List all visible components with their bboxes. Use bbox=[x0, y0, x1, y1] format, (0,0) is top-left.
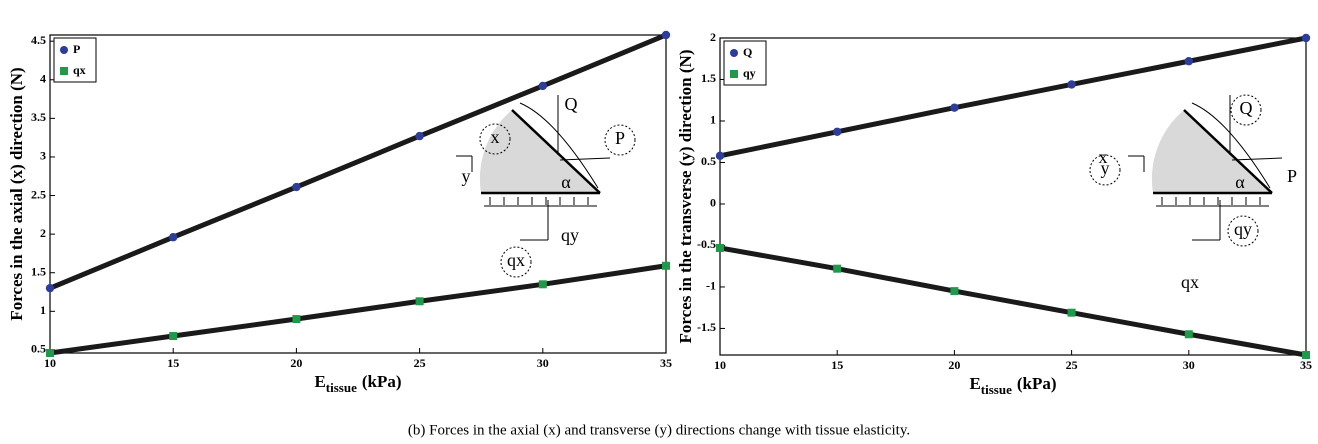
series-line bbox=[720, 248, 1306, 355]
inset-label: α bbox=[1235, 172, 1245, 192]
data-point bbox=[1302, 351, 1310, 359]
inset-label: x bbox=[491, 127, 500, 147]
x-tick-label: 30 bbox=[537, 356, 549, 370]
x-axis-label: Etissue (kPa) bbox=[969, 374, 1056, 397]
inset-label: qy bbox=[561, 225, 579, 245]
y-tick-label: 2 bbox=[710, 30, 716, 44]
data-point bbox=[539, 280, 547, 288]
series-line bbox=[50, 266, 666, 353]
y-tick-label: 1.5 bbox=[31, 264, 46, 278]
data-point bbox=[1185, 57, 1193, 65]
data-point bbox=[169, 332, 177, 340]
x-tick-label: 25 bbox=[414, 356, 426, 370]
y-axis-label: Forces in the transverse (y) direction (… bbox=[676, 50, 695, 344]
data-point bbox=[46, 349, 54, 357]
x-tick-label: 35 bbox=[1300, 358, 1312, 372]
data-point bbox=[1068, 309, 1076, 317]
legend-label: qy bbox=[743, 66, 756, 80]
y-tick-label: 0 bbox=[710, 196, 716, 210]
data-point bbox=[950, 104, 958, 112]
y-tick-label: 2 bbox=[40, 226, 46, 240]
data-point bbox=[716, 152, 724, 160]
data-point bbox=[415, 132, 423, 140]
inset-label: qx bbox=[507, 250, 525, 270]
tissue-wedge bbox=[1152, 110, 1272, 193]
data-point bbox=[716, 244, 724, 252]
y-tick-label: 4 bbox=[40, 72, 46, 86]
legend-marker bbox=[730, 70, 738, 78]
y-tick-label: 3.5 bbox=[31, 110, 46, 124]
x-label-unit: (kPa) bbox=[362, 372, 402, 391]
inset-label: y bbox=[462, 166, 471, 186]
x-label-unit: (kPa) bbox=[1017, 374, 1057, 393]
y-tick-label: 3 bbox=[40, 149, 46, 163]
x-tick-label: 10 bbox=[714, 358, 726, 372]
y-tick-label: 4.5 bbox=[31, 33, 46, 47]
tissue-wedge bbox=[480, 110, 600, 193]
data-point bbox=[662, 262, 670, 270]
data-point bbox=[1185, 330, 1193, 338]
inset-label: qx bbox=[1181, 272, 1199, 292]
arrow-p bbox=[1232, 158, 1282, 160]
inset-label: α bbox=[561, 172, 571, 192]
y-tick-label: 1.5 bbox=[701, 71, 716, 85]
y-tick-label: 0.5 bbox=[701, 154, 716, 168]
y-tick-label: 1 bbox=[40, 303, 46, 317]
x-axis-label: Etissue (kPa) bbox=[314, 372, 401, 395]
figure: (b) Forces in the axial (x) and transver… bbox=[0, 0, 1318, 444]
y-tick-label: -0.5 bbox=[697, 237, 716, 251]
data-point bbox=[46, 284, 54, 292]
arrow-p bbox=[560, 158, 610, 160]
legend-label: P bbox=[73, 42, 80, 56]
inset-label: qy bbox=[1234, 219, 1252, 239]
inset-label: P bbox=[1287, 166, 1297, 186]
x-tick-label: 25 bbox=[1066, 358, 1078, 372]
data-point bbox=[1302, 34, 1310, 42]
x-label-sub: tissue bbox=[326, 380, 357, 395]
inset-label: Q bbox=[1240, 98, 1253, 118]
data-point bbox=[292, 315, 300, 323]
x-tick-label: 10 bbox=[44, 356, 56, 370]
x-label-main: E bbox=[969, 374, 980, 393]
inset-label: Q bbox=[565, 94, 578, 114]
x-tick-label: 20 bbox=[948, 358, 960, 372]
x-tick-label: 30 bbox=[1183, 358, 1195, 372]
x-tick-label: 20 bbox=[290, 356, 302, 370]
x-tick-label: 15 bbox=[831, 358, 843, 372]
data-point bbox=[416, 297, 424, 305]
series-line bbox=[50, 35, 666, 288]
x-label-sub: tissue bbox=[981, 382, 1012, 397]
x-tick-label: 35 bbox=[660, 356, 672, 370]
y-tick-label: -1.5 bbox=[697, 320, 716, 334]
data-point bbox=[1067, 80, 1075, 88]
data-point bbox=[292, 183, 300, 191]
series-line bbox=[720, 38, 1306, 156]
plot-frame bbox=[720, 38, 1306, 355]
legend-label: Q bbox=[743, 45, 752, 59]
inset-label: P bbox=[615, 128, 625, 148]
x-label-main: E bbox=[314, 372, 325, 391]
inset-diagram: Q Pxy α qy qx bbox=[456, 94, 635, 277]
data-point bbox=[833, 265, 841, 273]
y-axis-label: Forces in the axial (x) direction (N) bbox=[7, 67, 26, 320]
data-point bbox=[833, 128, 841, 136]
y-tick-label: 0.5 bbox=[31, 342, 46, 356]
legend-marker bbox=[730, 49, 738, 57]
legend-marker bbox=[60, 67, 68, 75]
y-tick-label: 1 bbox=[710, 113, 716, 127]
legend-marker bbox=[60, 46, 68, 54]
data-point bbox=[950, 287, 958, 295]
legend-label: qx bbox=[73, 63, 86, 77]
y-tick-label: -1 bbox=[706, 279, 716, 293]
inset-label: y bbox=[1101, 158, 1110, 178]
data-point bbox=[662, 31, 670, 39]
data-point bbox=[539, 82, 547, 90]
y-tick-label: 2.5 bbox=[31, 187, 46, 201]
x-tick-label: 15 bbox=[167, 356, 179, 370]
data-point bbox=[169, 233, 177, 241]
caption: (b) Forces in the axial (x) and transver… bbox=[408, 422, 910, 438]
